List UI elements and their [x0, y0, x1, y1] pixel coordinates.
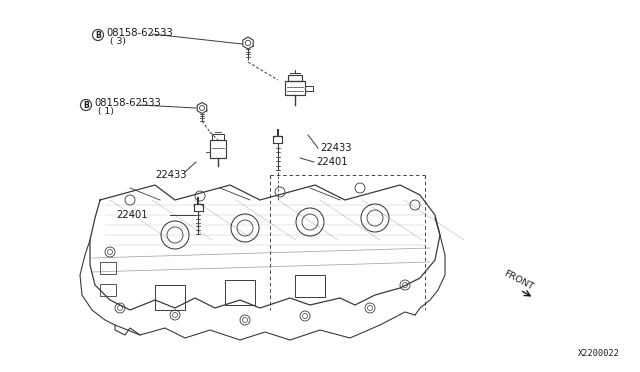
Bar: [285, 81, 305, 95]
Bar: [295, 275, 325, 297]
Bar: [225, 280, 255, 305]
Text: FRONT: FRONT: [502, 269, 534, 292]
Text: 08158-62533: 08158-62533: [106, 28, 173, 38]
Text: 22433: 22433: [155, 170, 186, 180]
Text: ( 1): ( 1): [98, 106, 114, 115]
Bar: [100, 284, 116, 296]
Bar: [305, 86, 313, 90]
Text: B: B: [83, 100, 89, 109]
Text: X2200022: X2200022: [578, 349, 620, 358]
Text: B: B: [95, 31, 101, 39]
Bar: [210, 140, 226, 158]
Text: ( 3): ( 3): [110, 36, 126, 45]
Bar: [100, 262, 116, 274]
Text: 08158-62533: 08158-62533: [94, 98, 161, 108]
Bar: [212, 134, 224, 140]
Bar: [155, 285, 185, 310]
Text: 22401: 22401: [116, 210, 148, 220]
Bar: [288, 75, 302, 81]
Text: 22401: 22401: [316, 157, 348, 167]
Text: 22433: 22433: [320, 143, 351, 153]
